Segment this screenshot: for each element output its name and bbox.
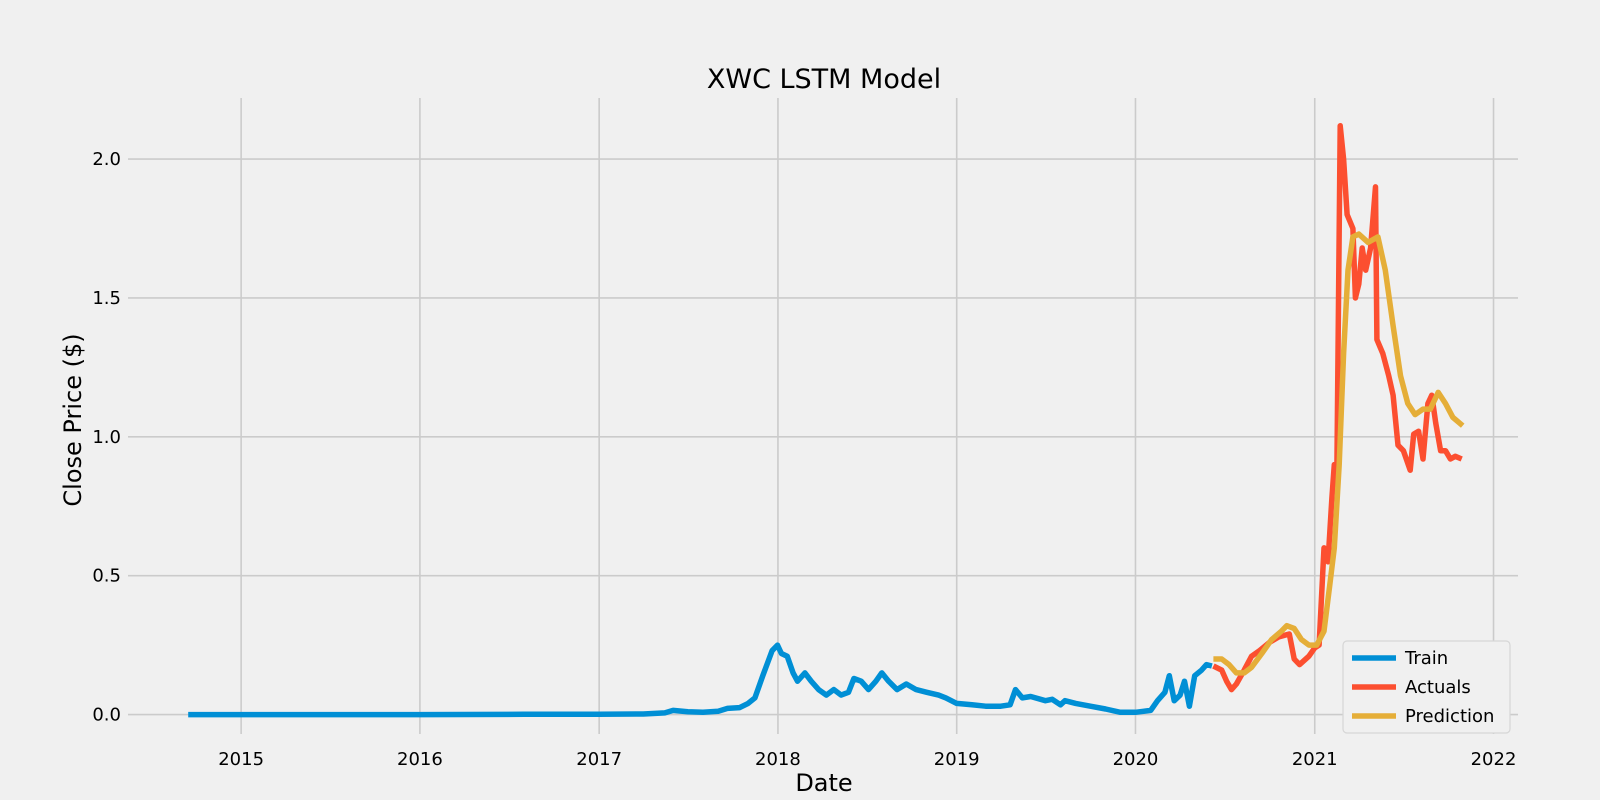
x-tick-label: 2018	[755, 749, 801, 770]
legend-label-actuals: Actuals	[1405, 677, 1471, 698]
x-tick-label: 2015	[218, 749, 264, 770]
x-tick-label: 2017	[576, 749, 622, 770]
x-tick-label: 2019	[934, 749, 980, 770]
x-tick-labels: 2015 2016 2017 2018 2019 2020 2021 2022	[218, 749, 1516, 770]
y-tick-label: 2.0	[92, 149, 121, 170]
series-lines	[188, 123, 1465, 718]
y-tick-label: 1.5	[92, 288, 121, 309]
grid	[128, 98, 1518, 734]
series-line-train	[188, 642, 1213, 718]
y-tick-label: 0.0	[92, 705, 121, 726]
x-tick-label: 2020	[1113, 749, 1159, 770]
y-tick-labels: 0.0 0.5 1.0 1.5 2.0	[92, 149, 121, 725]
x-tick-label: 2022	[1471, 749, 1517, 770]
chart-title: XWC LSTM Model	[707, 64, 941, 95]
series-line-prediction	[1213, 231, 1465, 676]
x-axis-label: Date	[795, 769, 852, 797]
legend-label-train: Train	[1404, 648, 1448, 669]
y-axis-label: Close Price ($)	[59, 333, 87, 506]
y-tick-label: 0.5	[92, 566, 121, 587]
y-tick-label: 1.0	[92, 427, 121, 448]
legend-label-prediction: Prediction	[1405, 706, 1494, 727]
x-tick-label: 2021	[1292, 749, 1338, 770]
legend: Train Actuals Prediction	[1342, 640, 1511, 734]
x-tick-label: 2016	[397, 749, 443, 770]
legend-box	[1342, 640, 1511, 734]
